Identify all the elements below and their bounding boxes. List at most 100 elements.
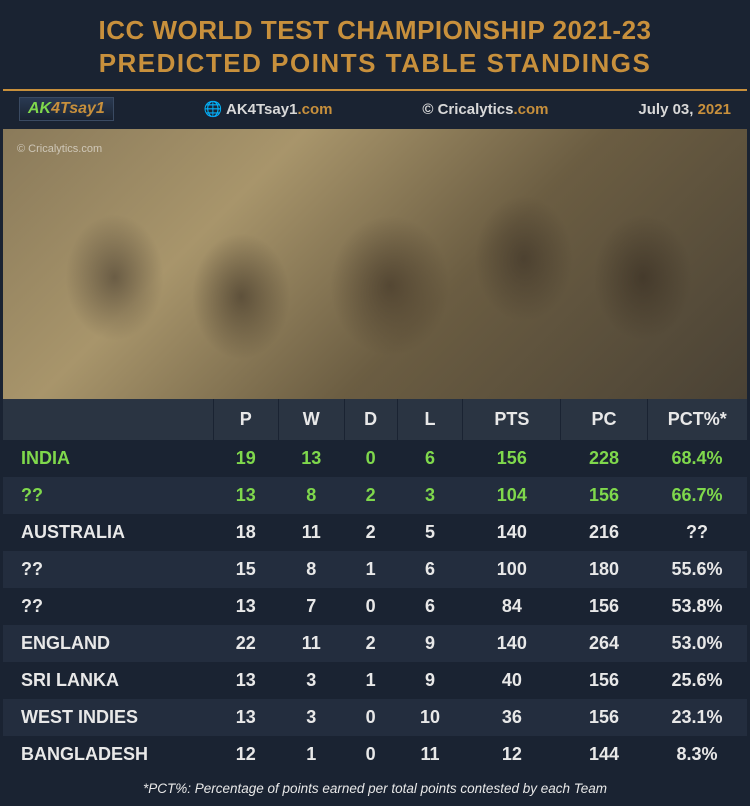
cell-value: 55.6%	[647, 551, 747, 588]
cell-value: 6	[397, 588, 463, 625]
col-pc: PC	[561, 399, 647, 440]
globe-icon: 🌐	[204, 101, 223, 118]
cell-value: 156	[561, 477, 647, 514]
table-row: WEST INDIES1330103615623.1%	[3, 699, 747, 736]
site1-suffix: .com	[297, 101, 332, 118]
site1-prefix: AK4Tsay1	[226, 101, 297, 118]
cell-value: 0	[344, 440, 397, 477]
cell-value: 66.7%	[647, 477, 747, 514]
cell-value: 2	[344, 625, 397, 662]
table-row: ENGLAND22112914026453.0%	[3, 625, 747, 662]
cell-value: 156	[463, 440, 561, 477]
cell-value: 19	[213, 440, 279, 477]
publish-date: July 03, 2021	[638, 101, 731, 118]
cell-value: 13	[213, 662, 279, 699]
table-row: SRI LANKA133194015625.6%	[3, 662, 747, 699]
cell-value: 144	[561, 736, 647, 773]
table-row: ??137068415653.8%	[3, 588, 747, 625]
hero-image: © Cricalytics.com	[3, 129, 747, 399]
cell-value: 53.8%	[647, 588, 747, 625]
site2-suffix: .com	[513, 101, 548, 118]
cell-value: 9	[397, 625, 463, 662]
cell-value: 3	[397, 477, 463, 514]
col-team	[3, 399, 213, 440]
header-row: PWDLPTSPCPCT%*	[3, 399, 747, 440]
date-year: 2021	[698, 101, 731, 118]
cell-team: ??	[3, 551, 213, 588]
cell-value: 15	[213, 551, 279, 588]
cell-value: 13	[213, 477, 279, 514]
cell-value: 8	[279, 551, 345, 588]
brand-logo: AK4Tsay1	[19, 97, 114, 121]
cell-value: 22	[213, 625, 279, 662]
cell-team: SRI LANKA	[3, 662, 213, 699]
cell-value: 264	[561, 625, 647, 662]
cell-value: 180	[561, 551, 647, 588]
cell-value: 6	[397, 551, 463, 588]
cell-value: 2	[344, 477, 397, 514]
cell-value: 1	[279, 736, 345, 773]
cell-value: 23.1%	[647, 699, 747, 736]
col-d: D	[344, 399, 397, 440]
col-pts: PTS	[463, 399, 561, 440]
cell-value: 13	[213, 699, 279, 736]
meta-bar: AK4Tsay1 🌐 AK4Tsay1.com © Cricalytics.co…	[3, 91, 747, 129]
logo-ak: AK	[28, 100, 51, 117]
cell-value: 100	[463, 551, 561, 588]
cell-value: 11	[397, 736, 463, 773]
col-l: L	[397, 399, 463, 440]
table-row: ??1581610018055.6%	[3, 551, 747, 588]
cell-team: AUSTRALIA	[3, 514, 213, 551]
title-bar: ICC WORLD TEST CHAMPIONSHIP 2021-23 PRED…	[3, 3, 747, 91]
cell-value: 84	[463, 588, 561, 625]
cell-value: 25.6%	[647, 662, 747, 699]
table-row: ??1382310415666.7%	[3, 477, 747, 514]
site-2: © Cricalytics.com	[422, 101, 548, 118]
cell-team: ??	[3, 588, 213, 625]
col-p: P	[213, 399, 279, 440]
cell-value: 0	[344, 736, 397, 773]
footnote: *PCT%: Percentage of points earned per t…	[3, 773, 747, 806]
cell-value: 140	[463, 514, 561, 551]
cell-value: 0	[344, 588, 397, 625]
cell-value: 68.4%	[647, 440, 747, 477]
cell-value: 0	[344, 699, 397, 736]
cell-value: 11	[279, 625, 345, 662]
cell-value: 13	[279, 440, 345, 477]
cell-value: 216	[561, 514, 647, 551]
cell-value: 156	[561, 699, 647, 736]
cell-value: 3	[279, 699, 345, 736]
cell-value: ??	[647, 514, 747, 551]
table-row: INDIA19130615622868.4%	[3, 440, 747, 477]
cell-value: 5	[397, 514, 463, 551]
cell-value: 11	[279, 514, 345, 551]
cell-value: 104	[463, 477, 561, 514]
cell-value: 3	[279, 662, 345, 699]
cell-team: INDIA	[3, 440, 213, 477]
cell-team: ENGLAND	[3, 625, 213, 662]
site2-prefix: © Cricalytics	[422, 101, 513, 118]
cell-value: 2	[344, 514, 397, 551]
cell-value: 156	[561, 662, 647, 699]
title-line-2: PREDICTED POINTS TABLE STANDINGS	[3, 48, 747, 79]
cell-value: 6	[397, 440, 463, 477]
cell-team: ??	[3, 477, 213, 514]
cell-value: 40	[463, 662, 561, 699]
col-w: W	[279, 399, 345, 440]
cell-value: 1	[344, 551, 397, 588]
cell-value: 12	[463, 736, 561, 773]
cell-value: 53.0%	[647, 625, 747, 662]
infographic-container: ICC WORLD TEST CHAMPIONSHIP 2021-23 PRED…	[0, 0, 750, 746]
cell-value: 12	[213, 736, 279, 773]
cell-value: 10	[397, 699, 463, 736]
cell-value: 228	[561, 440, 647, 477]
cell-team: WEST INDIES	[3, 699, 213, 736]
cell-value: 18	[213, 514, 279, 551]
table-header: PWDLPTSPCPCT%*	[3, 399, 747, 440]
title-line-1: ICC WORLD TEST CHAMPIONSHIP 2021-23	[3, 15, 747, 46]
site-1: 🌐 AK4Tsay1.com	[204, 100, 333, 118]
cell-value: 36	[463, 699, 561, 736]
standings-table-wrap: PWDLPTSPCPCT%* INDIA19130615622868.4%??1…	[3, 399, 747, 773]
date-prefix: July 03,	[638, 101, 697, 118]
cell-value: 7	[279, 588, 345, 625]
